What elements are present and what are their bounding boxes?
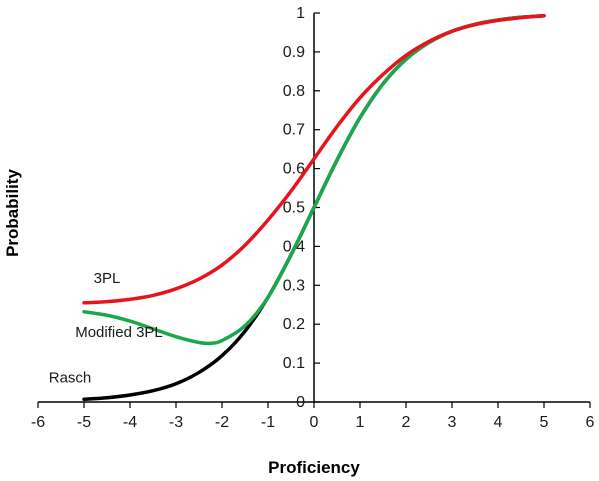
x-tick-label: -3 [169, 414, 183, 431]
x-tick-label: -1 [261, 414, 275, 431]
x-tick-label: 2 [402, 414, 411, 431]
x-tick-label: 1 [356, 414, 365, 431]
y-axis-title: Probability [3, 169, 22, 257]
x-tick-label: -6 [31, 414, 45, 431]
series-lines [82, 13, 546, 402]
series-label-rasch: Rasch [49, 369, 92, 386]
x-tick-label: -4 [123, 414, 137, 431]
series-line-3pl [82, 13, 546, 305]
y-tick-label: 0.7 [283, 122, 305, 139]
x-tick-label: -5 [77, 414, 91, 431]
x-tick-label: 4 [494, 414, 503, 431]
y-tick-label: 0.5 [283, 200, 305, 217]
y-tick-label: 0.2 [283, 316, 305, 333]
ticks: -6 -5 -4 -3 -2 -1 0 1 2 3 4 5 600.10.20.30.40.50.60.… [31, 5, 595, 431]
y-tick-label: 0.3 [283, 277, 305, 294]
y-tick-label: 0.1 [283, 355, 305, 372]
series-label-3pl: 3PL [94, 270, 121, 287]
x-tick-label: 5 [540, 414, 549, 431]
series-label-modified-3pl: Modified 3PL [75, 324, 163, 341]
x-tick-label: 6 [586, 414, 595, 431]
y-tick-label: 0.6 [283, 161, 305, 178]
y-tick-label: 0.9 [283, 44, 305, 61]
x-axis-title: Proficiency [268, 458, 360, 477]
y-tick-label: 0.8 [283, 83, 305, 100]
x-tick-label: 0 [310, 414, 319, 431]
series-labels: Rasch Modified 3PL 3PL [49, 270, 163, 386]
y-tick-label: 1 [296, 5, 305, 22]
y-tick-label: 0 [296, 394, 305, 411]
x-tick-label: -2 [215, 414, 229, 431]
x-tick-label: 3 [448, 414, 457, 431]
